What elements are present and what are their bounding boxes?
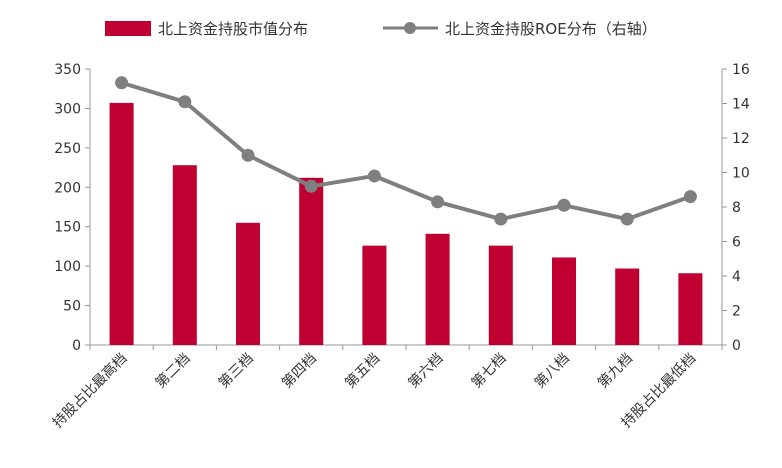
bar [425, 233, 450, 345]
legend-label-line: 北上资金持股ROE分布（右轴） [445, 20, 657, 38]
bar [172, 165, 197, 345]
bar-series [109, 102, 703, 345]
legend-line-marker [404, 22, 416, 34]
bar [678, 273, 703, 345]
bar [488, 245, 513, 345]
y-left-tick-label: 0 [72, 338, 81, 354]
legend: 北上资金持股市值分布 北上资金持股ROE分布（右轴） [105, 20, 657, 38]
y-left-tick-label: 350 [54, 62, 81, 78]
x-tick-label: 第七档 [468, 350, 510, 392]
y-left-tick-label: 200 [54, 180, 81, 196]
roe-point [115, 76, 129, 90]
legend-bar-swatch [105, 21, 151, 36]
y-right-tick-label: 4 [732, 269, 741, 285]
line-series [115, 76, 697, 226]
y-right-tick-label: 16 [732, 62, 750, 78]
x-tick-label: 第四档 [278, 350, 320, 392]
bar [235, 222, 261, 345]
x-tick-label: 第二档 [152, 350, 194, 392]
x-tick-label: 第五档 [342, 350, 384, 392]
roe-point [304, 179, 318, 193]
bar [551, 257, 577, 345]
bar [615, 268, 640, 345]
roe-point [620, 212, 634, 226]
x-tick-label: 第三档 [215, 350, 257, 392]
y-left-tick-label: 300 [54, 101, 81, 117]
x-tick-label: 第八档 [531, 350, 573, 392]
y-left-tick-label: 100 [54, 259, 81, 275]
y-right-tick-label: 10 [732, 166, 750, 182]
x-tick-label: 第六档 [405, 350, 447, 392]
x-tick-label: 持股占比最高档 [49, 350, 130, 431]
y-right-tick-label: 12 [732, 131, 750, 147]
roe-point [431, 195, 445, 209]
roe-point [557, 198, 571, 212]
roe-point [241, 148, 255, 162]
y-right-tick-label: 0 [732, 338, 741, 354]
roe-point [494, 212, 508, 226]
x-tick-label: 第九档 [594, 350, 636, 392]
y-right-tick-label: 2 [732, 304, 741, 320]
y-right-tick-label: 6 [732, 235, 741, 251]
roe-point [178, 95, 192, 109]
roe-point [367, 169, 381, 183]
bar [109, 102, 134, 345]
roe-line [121, 80, 692, 222]
bar [362, 245, 387, 345]
axes: 0 50 100 150 200 250 300 350 0 2 4 6 8 10 12 14 16 [54, 62, 750, 354]
y-right-tick-label: 14 [732, 97, 750, 113]
roe-point [683, 190, 697, 204]
bar [299, 177, 324, 345]
y-left-tick-label: 250 [54, 141, 81, 157]
y-right-tick-label: 8 [732, 200, 741, 216]
legend-label-bar: 北上资金持股市值分布 [158, 20, 308, 38]
y-left-tick-label: 150 [54, 220, 81, 236]
y-left-tick-label: 50 [63, 299, 81, 315]
